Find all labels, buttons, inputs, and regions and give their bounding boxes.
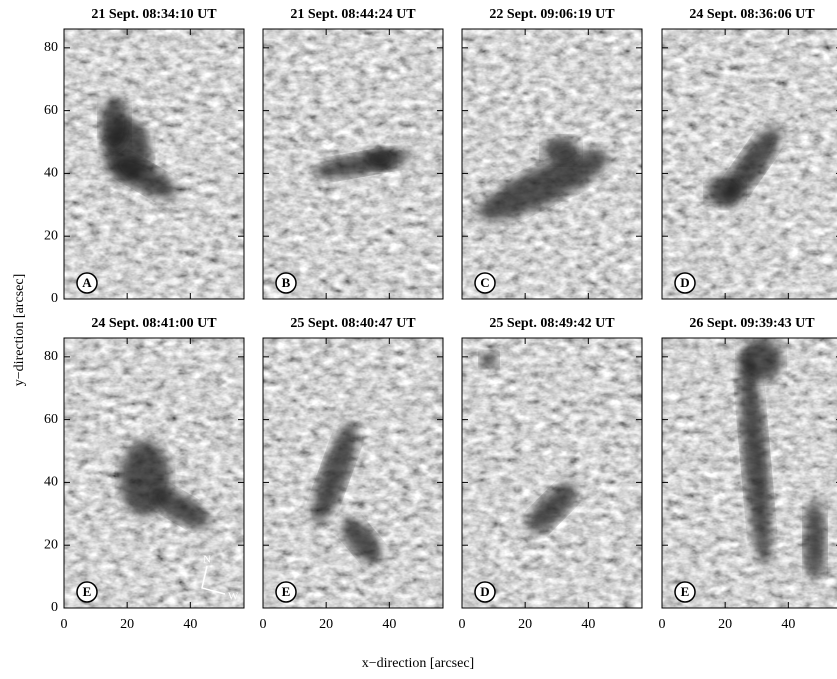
x-tick-label: 0 (61, 617, 68, 632)
solar-image (462, 338, 642, 608)
x-tick-label: 0 (260, 617, 267, 632)
panel-label: B (282, 275, 291, 290)
compass (201, 565, 226, 595)
solar-image (662, 29, 837, 299)
image-bg (462, 338, 642, 608)
y-tick-label: 20 (44, 537, 58, 552)
solar-image (64, 338, 244, 608)
x-tick-label: 20 (518, 617, 532, 632)
panel-title: 25 Sept. 08:40:47 UT (290, 316, 416, 331)
filament (477, 150, 609, 221)
x-tick-label: 40 (382, 617, 396, 632)
panel-label: E (282, 584, 291, 599)
panel: 21 Sept. 08:44:24 UT B (262, 7, 444, 300)
y-tick-label: 80 (44, 40, 58, 55)
x-tick-label: 20 (319, 617, 333, 632)
label-circle (474, 581, 496, 603)
y-tick-label: 40 (44, 475, 58, 490)
filament (365, 147, 395, 170)
solar-image (64, 29, 244, 299)
x-tick-label: 0 (659, 617, 666, 632)
panel-title: 24 Sept. 08:41:00 UT (91, 316, 217, 331)
panel-title: 25 Sept. 08:49:42 UT (489, 316, 615, 331)
x-axis-label: x−direction [arcsec] (362, 656, 474, 671)
y-tick-label: 60 (44, 103, 58, 118)
panel: 21 Sept. 08:34:10 UT A 0 20 40 60 80 (44, 7, 245, 306)
label-circle (674, 272, 696, 294)
filament (480, 351, 498, 368)
solar-image (263, 29, 443, 299)
x-tick-label: 40 (183, 617, 197, 632)
panel-label: D (480, 584, 489, 599)
frame (661, 337, 837, 609)
panel-label: C (480, 275, 489, 290)
panel-label: E (83, 584, 92, 599)
panel-label: E (681, 584, 690, 599)
solar-image (462, 29, 642, 299)
panel: 26 Sept. 09:39:43 UT E 0 20 40 (659, 316, 837, 632)
y-tick-label: 40 (44, 166, 58, 181)
filament (739, 351, 772, 568)
frame (661, 28, 837, 300)
filament (152, 488, 210, 529)
compass-n: N (203, 554, 211, 566)
panel-title: 21 Sept. 08:44:24 UT (290, 7, 416, 22)
panel-title: 26 Sept. 09:39:43 UT (689, 316, 815, 331)
panel: 25 Sept. 08:40:47 UT E 0 20 40 (260, 316, 444, 632)
y-tick-label: 0 (51, 600, 58, 615)
y-tick-label: 60 (44, 412, 58, 427)
panel-title: 21 Sept. 08:34:10 UT (91, 7, 217, 22)
label-circle (674, 581, 696, 603)
filament (707, 174, 743, 208)
label-circle (76, 581, 98, 603)
frame (63, 28, 245, 300)
panel: 24 Sept. 08:36:06 UT D (661, 7, 837, 300)
filament (100, 96, 129, 151)
y-tick-label: 20 (44, 228, 58, 243)
compass-w: W (228, 591, 239, 603)
filament (312, 422, 358, 524)
solar-image (662, 338, 837, 608)
filament (113, 156, 177, 199)
x-tick-label: 20 (120, 617, 134, 632)
panel-title: 24 Sept. 08:36:06 UT (689, 7, 815, 22)
label-circle (275, 272, 297, 294)
panel: 22 Sept. 09:06:19 UT C (461, 7, 643, 300)
panel-title: 22 Sept. 09:06:19 UT (489, 7, 615, 22)
label-circle (76, 272, 98, 294)
y-tick-label: 80 (44, 349, 58, 364)
image-bg (263, 338, 443, 608)
label-circle (474, 272, 496, 294)
filament (804, 500, 826, 581)
x-tick-label: 20 (718, 617, 732, 632)
x-tick-label: 0 (459, 617, 466, 632)
filament (739, 338, 783, 382)
panel-label: D (680, 275, 689, 290)
solar-image (263, 338, 443, 608)
y-tick-label: 0 (51, 291, 58, 306)
panel: 25 Sept. 08:49:42 UT D 0 20 40 (459, 316, 643, 632)
frame (262, 28, 444, 300)
filament (341, 518, 383, 563)
label-circle (275, 581, 297, 603)
frame (262, 337, 444, 609)
x-tick-label: 40 (781, 617, 795, 632)
panel: 24 Sept. 08:41:00 UT E 0 20 40 0 20 40 60 80 N W (44, 316, 245, 632)
y-axis-label: y−direction [arcsec] (12, 274, 27, 386)
image-bg (64, 29, 244, 299)
filament (527, 483, 577, 533)
panel-label: A (82, 275, 92, 290)
frame (461, 28, 643, 300)
frame (63, 337, 245, 609)
frame (461, 337, 643, 609)
x-tick-label: 40 (581, 617, 595, 632)
filament (543, 137, 579, 164)
